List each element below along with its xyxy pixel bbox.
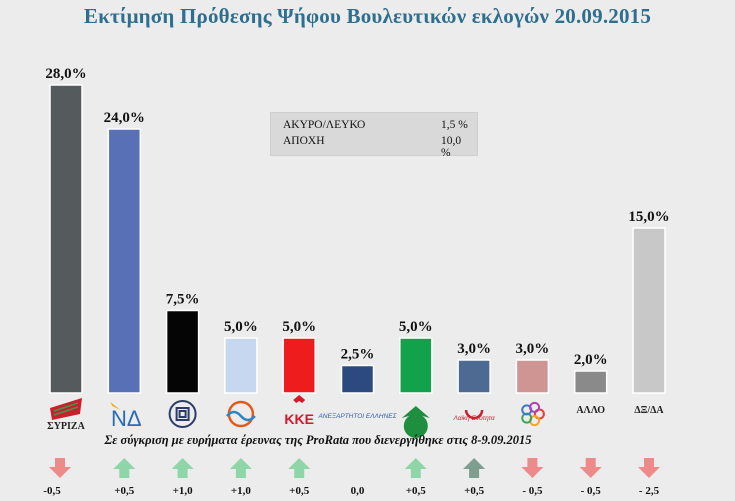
info-label-invalid: ΑΚΥΡΟ/ΛΕΥΚΟ — [283, 119, 366, 131]
change-arrow-4 — [229, 458, 252, 478]
party-logo-6: ΑΝΕΞΑΡΤΗΤΟΙ ΕΛΛΗΝΕΣ — [317, 413, 397, 420]
bar-value-label: 7,5% — [166, 292, 200, 308]
bar-value-label: 3,0% — [457, 341, 491, 357]
info-label-abstention: ΑΠΟΧΗ — [283, 135, 325, 147]
party-logo-8: Λαϊκή Ενότητα — [452, 409, 495, 422]
change-arrow-5 — [288, 458, 311, 478]
bar-value-label: 3,0% — [516, 341, 550, 357]
category-label: ΑΝΕΞΑΡΤΗΤΟΙ ΕΛΛΗΝΕΣ — [317, 413, 397, 420]
bar-value-label: 24,0% — [104, 110, 145, 126]
change-arrow-11 — [638, 458, 660, 478]
info-row-invalid: ΑΚΥΡΟ/ΛΕΥΚΟ 1,5 % — [283, 119, 473, 135]
bar-1 — [49, 84, 83, 394]
bar-2 — [107, 128, 142, 394]
party-logo-4 — [225, 400, 256, 428]
bar-4 — [224, 337, 258, 394]
change-arrow-10 — [579, 458, 602, 478]
category-label: Λαϊκή Ενότητα — [452, 414, 495, 422]
bar-value-label: 5,0% — [282, 319, 316, 335]
bar-value-label: 28,0% — [45, 66, 86, 82]
bar-7 — [399, 337, 433, 394]
bar-5 — [282, 337, 316, 394]
bar-9 — [515, 359, 550, 394]
party-logo-7 — [401, 406, 430, 438]
bar-value-label: 5,0% — [224, 319, 258, 335]
party-logo-5: ΚΚΕ — [284, 395, 314, 427]
info-row-abstention: ΑΠΟΧΗ 10,0 % — [283, 135, 473, 159]
bar-10 — [573, 370, 608, 394]
change-arrow-8 — [463, 458, 486, 478]
change-label: +0,5 — [464, 485, 485, 497]
bar-6 — [340, 364, 375, 394]
party-logo-10: ΑΛΛΟ — [576, 405, 605, 416]
info-value-abstention: 10,0 % — [441, 135, 462, 159]
change-arrow-1 — [49, 458, 71, 478]
party-logo-11: ΔΞ/ΔΑ — [634, 405, 664, 416]
change-label: +0,5 — [114, 485, 135, 497]
category-label: ΚΚΕ — [284, 411, 314, 427]
change-arrow-3 — [171, 458, 194, 478]
chart-title: Εκτίμηση Πρόθεσης Ψήφου Βουλευτικών εκλο… — [83, 4, 652, 28]
change-arrow-2 — [113, 458, 136, 478]
bar-value-label: 5,0% — [399, 319, 433, 335]
change-label: +0,5 — [406, 485, 427, 497]
change-label: 0,0 — [351, 485, 365, 497]
comparison-note: Σε σύγκριση με ευρήματα έρευνας της ProR… — [103, 433, 531, 447]
change-arrow-9 — [521, 458, 544, 478]
change-label: +1,0 — [231, 485, 252, 497]
party-logo-2: ΝΔ — [110, 402, 142, 431]
bar-value-label: 2,0% — [574, 352, 608, 368]
category-label: ΔΞ/ΔΑ — [634, 405, 664, 416]
bar-8 — [457, 359, 491, 394]
party-logo-3 — [168, 400, 197, 428]
change-arrow-7 — [404, 458, 427, 478]
category-label: ΑΛΛΟ — [576, 405, 605, 416]
invalid-abstention-box: ΑΚΥΡΟ/ΛΕΥΚΟ 1,5 % ΑΠΟΧΗ 10,0 % — [270, 112, 478, 159]
change-label: - 0,5 — [522, 485, 543, 497]
change-label: - 0,5 — [581, 485, 602, 497]
category-label: ΣΥΡΙΖΑ — [47, 421, 85, 432]
change-label: -0,5 — [43, 485, 61, 497]
info-value-invalid: 1,5 % — [441, 119, 468, 131]
bar-value-label: 2,5% — [341, 347, 375, 363]
change-label: - 2,5 — [639, 485, 660, 497]
bar-11 — [632, 227, 666, 394]
change-label: +0,5 — [289, 485, 310, 497]
bar-value-label: 15,0% — [628, 209, 669, 225]
party-logo-1: ΣΥΡΙΖΑ — [47, 398, 86, 432]
party-logo-9 — [521, 401, 545, 427]
bar-3 — [165, 309, 200, 394]
category-label: ΝΔ — [111, 406, 142, 431]
change-label: +1,0 — [173, 485, 194, 497]
